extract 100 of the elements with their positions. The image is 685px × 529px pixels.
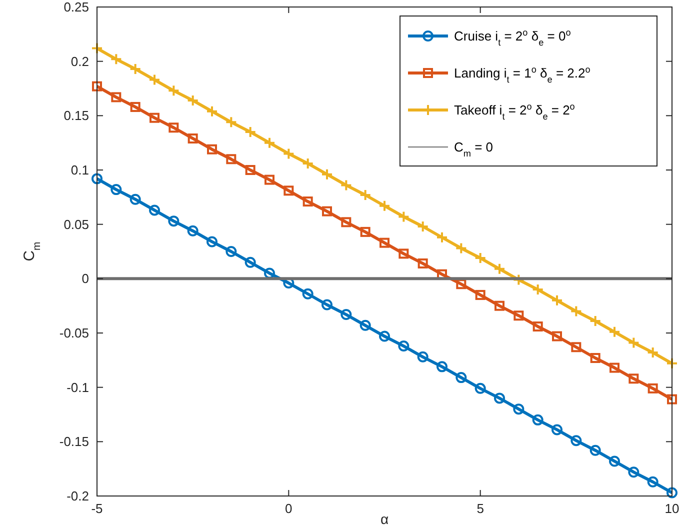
point [610, 362, 620, 373]
point [532, 321, 543, 332]
point [456, 279, 466, 290]
y-tick-label: 0.05 [64, 216, 89, 232]
point [590, 444, 601, 456]
point [628, 374, 639, 384]
point [494, 392, 505, 404]
y-tick-label: 0 [82, 271, 89, 286]
point [436, 231, 448, 244]
point [666, 487, 678, 498]
point [418, 258, 428, 268]
point [398, 340, 410, 352]
point [571, 342, 582, 352]
point [494, 300, 504, 311]
point [244, 256, 256, 268]
point [340, 179, 352, 192]
point [666, 357, 678, 370]
point [206, 105, 218, 118]
x-tick-label: -5 [91, 501, 103, 516]
point [168, 84, 180, 97]
x-axis-title: α [380, 511, 389, 527]
point [226, 246, 237, 257]
point [92, 173, 102, 184]
point [187, 225, 198, 236]
point [341, 217, 352, 228]
point [149, 204, 160, 216]
point [590, 352, 600, 363]
legend-label: Takeoff i$_{t}$ = 2$^{o}$ δ$_{e}$ = 2$^{o}$ [454, 102, 575, 122]
point [455, 242, 468, 254]
x-tick-label: 10 [664, 501, 680, 516]
point [186, 94, 199, 106]
point [188, 133, 198, 144]
point [570, 435, 582, 446]
point [129, 62, 142, 75]
point [150, 112, 160, 123]
point [245, 165, 256, 175]
point [474, 382, 486, 394]
point [226, 154, 236, 164]
point [244, 126, 256, 138]
x-tick-label: 0 [285, 501, 292, 516]
point [474, 252, 486, 264]
y-tick-label: 0.15 [64, 108, 89, 124]
point [513, 404, 524, 415]
point [456, 372, 467, 384]
point [207, 144, 217, 154]
point [321, 168, 333, 180]
point [628, 336, 640, 349]
point [284, 186, 294, 196]
point [512, 274, 525, 286]
legend-label: Landing i$_{t}$ = 1$^{o}$ δ$_{e}$ = 2.2$^{o}$ [454, 64, 590, 84]
point [648, 383, 658, 394]
point [264, 174, 274, 185]
point [551, 294, 563, 306]
legend-label: Cruise i$_{t}$ = 2$^{o}$ δ$_{e}$ = 0$^{o}$ [454, 28, 571, 48]
point [552, 331, 562, 342]
point [148, 74, 160, 86]
point [475, 290, 486, 300]
y-tick-label: -0.2 [66, 488, 89, 504]
point [628, 466, 640, 478]
y-tick-label: 0.2 [70, 54, 89, 69]
point [398, 248, 409, 259]
point [436, 361, 448, 372]
point [225, 116, 238, 128]
point [552, 424, 562, 436]
point [340, 309, 352, 320]
point [360, 226, 370, 237]
point [380, 238, 390, 248]
point [168, 216, 180, 227]
point [111, 92, 122, 102]
point [130, 194, 141, 205]
point [667, 394, 677, 404]
y-tick-label: -0.05 [59, 326, 89, 340]
y-tick-label: -0.1 [66, 380, 89, 395]
point [378, 200, 390, 212]
point [110, 53, 122, 66]
point [570, 305, 582, 318]
point [647, 476, 658, 488]
point [168, 122, 179, 133]
point [92, 81, 102, 92]
point [360, 320, 371, 331]
x-tick-label: 5 [476, 501, 484, 516]
point [110, 184, 122, 196]
point [130, 102, 140, 112]
point [91, 42, 103, 54]
point [302, 157, 314, 170]
point [589, 315, 602, 328]
point [302, 288, 314, 300]
point [264, 136, 276, 149]
point [398, 210, 410, 223]
point [514, 310, 524, 321]
y-tick-label: 0.1 [70, 162, 89, 178]
legend-label: C$_{m}$ = 0 [454, 140, 494, 158]
point [494, 262, 506, 275]
point [417, 351, 428, 362]
point [264, 268, 275, 279]
point [282, 148, 295, 160]
point [646, 346, 659, 359]
point [609, 456, 620, 467]
point [379, 330, 390, 342]
y-tick-label: 0.25 [64, 0, 89, 14]
